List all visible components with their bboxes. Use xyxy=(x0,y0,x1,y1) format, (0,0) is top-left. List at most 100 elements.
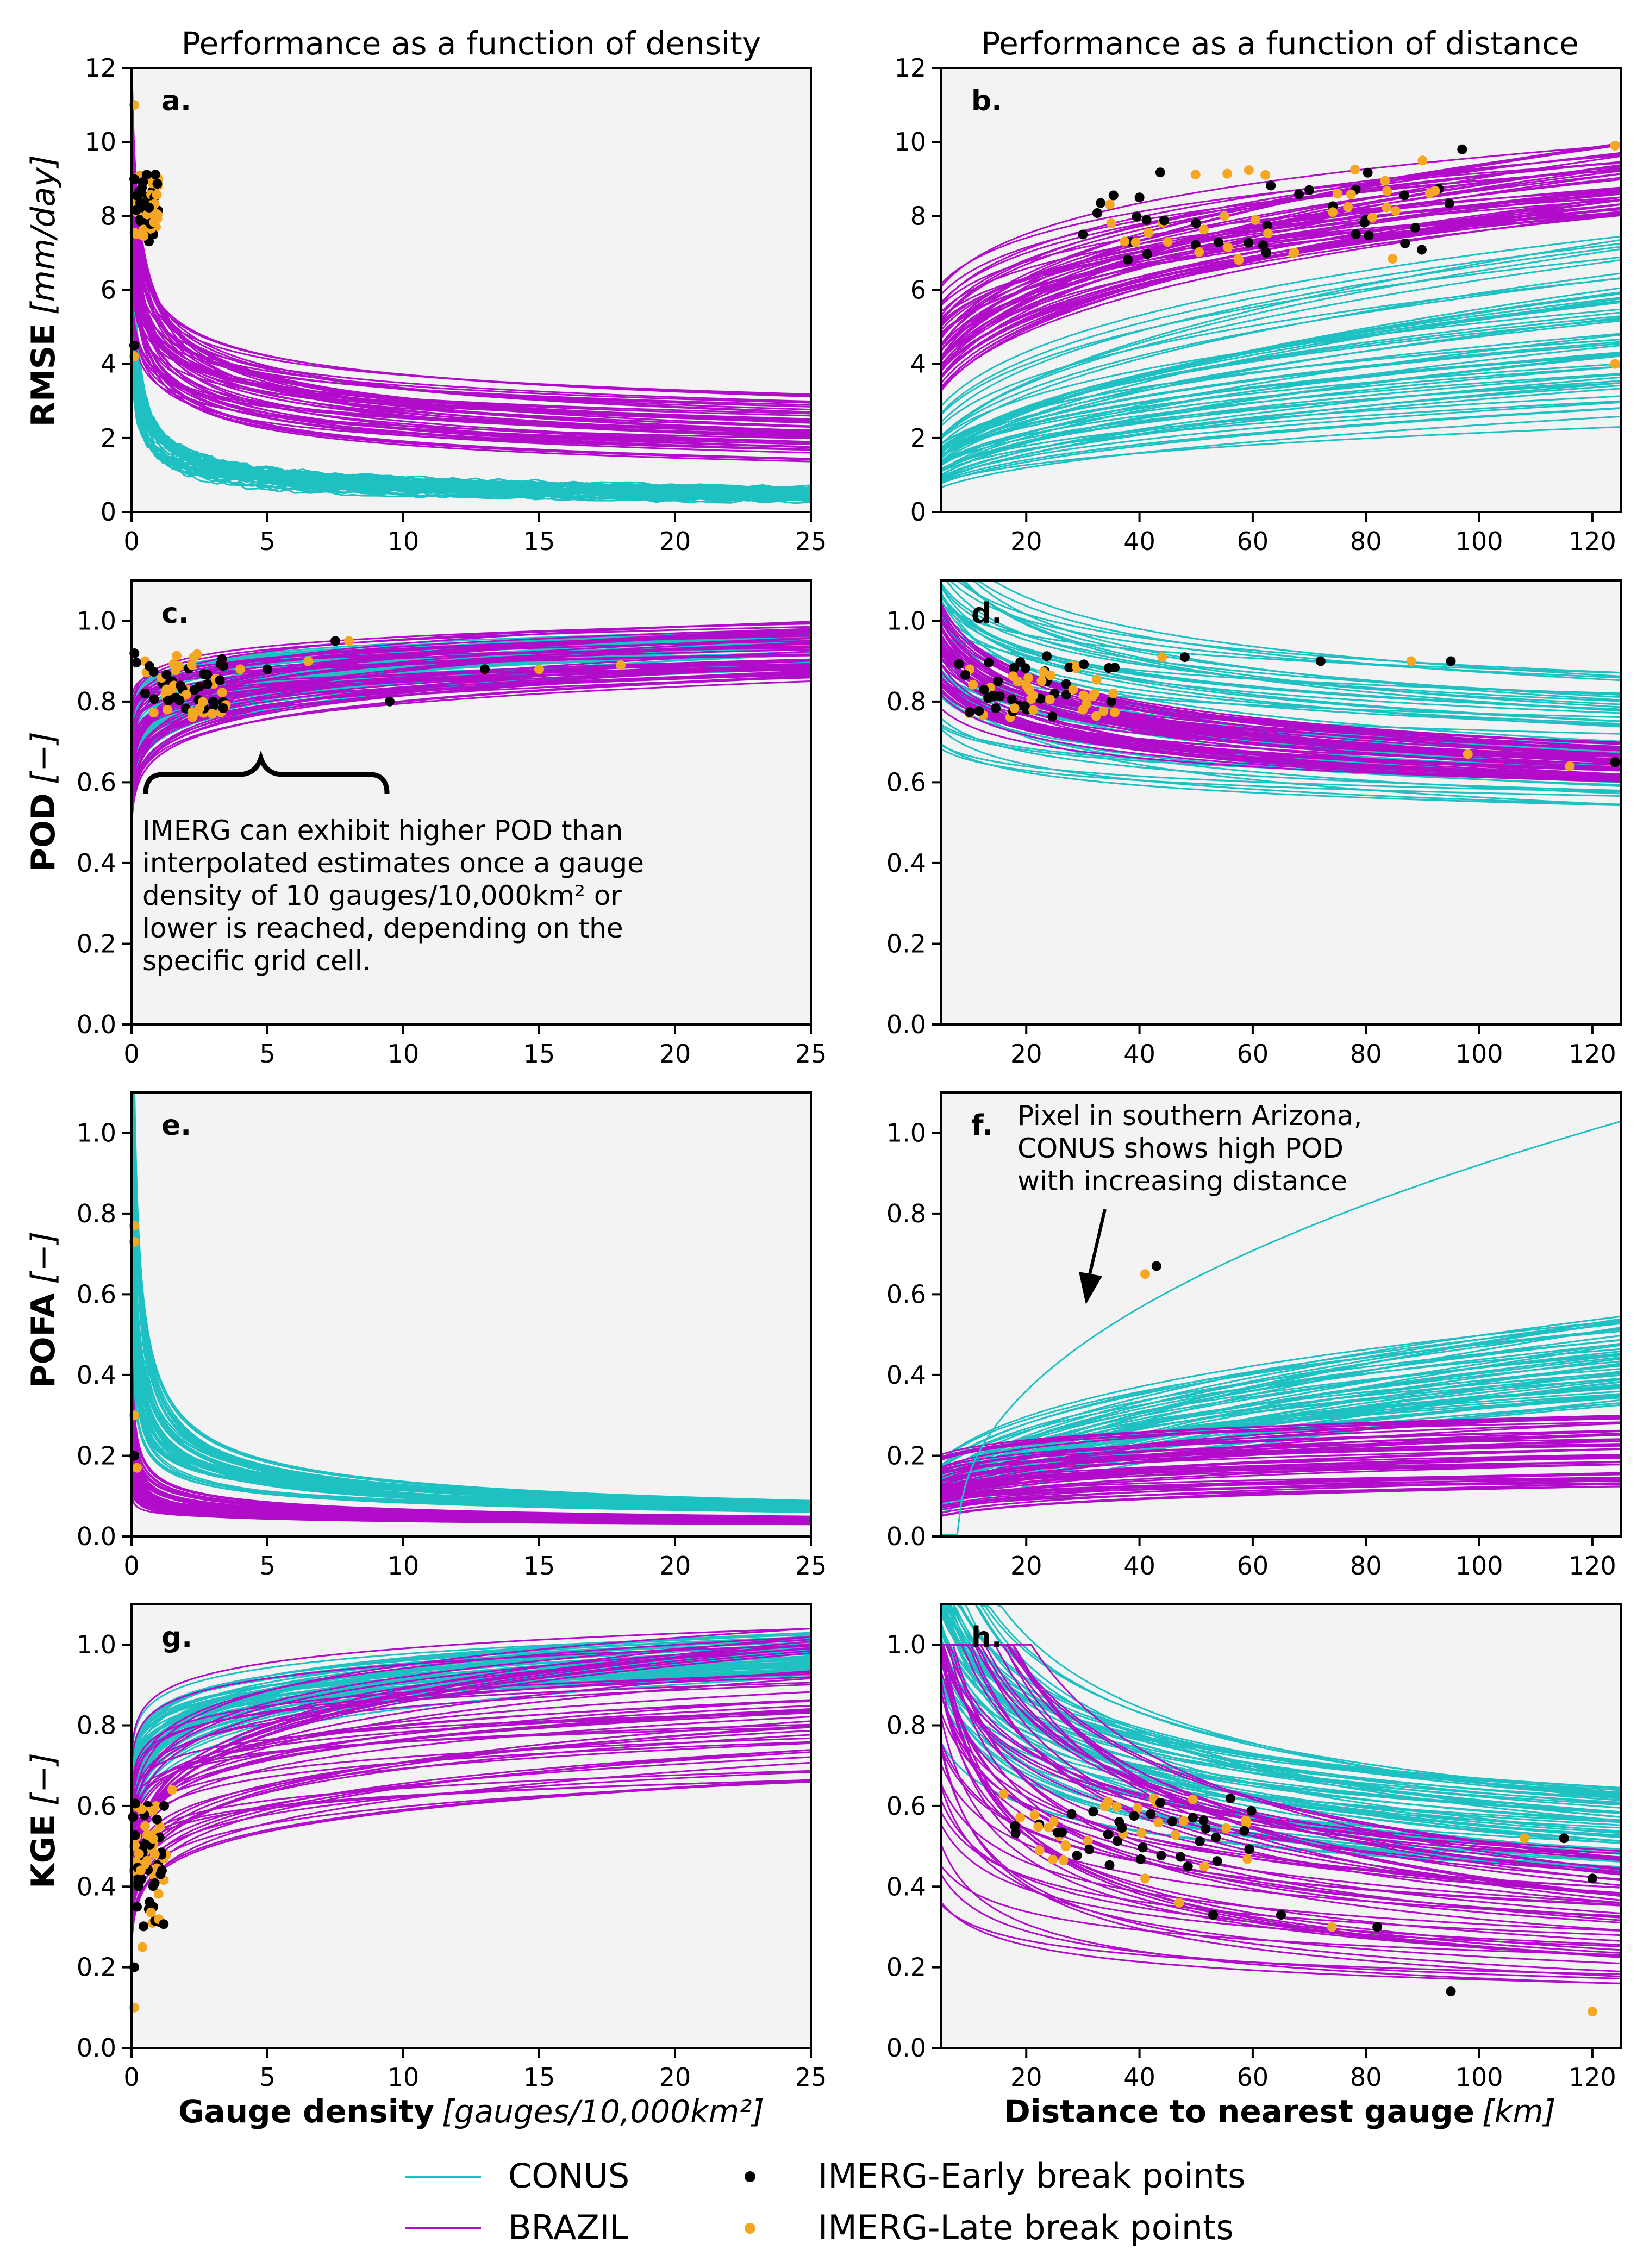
panel-d-letter: d. xyxy=(971,597,1002,630)
panel-a-late-cluster-point-58 xyxy=(152,209,163,220)
panels xyxy=(132,68,1621,2048)
panel-a-early-cluster-point-59 xyxy=(144,202,154,213)
panel-h-late-cluster-point-54 xyxy=(1179,1816,1189,1826)
panel-d-brazil-curve-26 xyxy=(940,603,1621,757)
panel-a-late-cluster-point-42 xyxy=(131,229,141,239)
panel-h-early-cluster-point-59 xyxy=(1117,1823,1127,1833)
panel-h-early-point-3 xyxy=(1208,1910,1218,1920)
panel-h-conus-curve-19 xyxy=(940,1604,1621,1842)
panel-b-late-cluster-point-8 xyxy=(1367,213,1377,223)
panel-h-xtick-label-1: 40 xyxy=(1123,2063,1155,2092)
panel-b-conus-curve-43 xyxy=(941,345,1621,472)
panel-d-conus-curve-1 xyxy=(941,745,1621,792)
panel-g-late-cluster-point-32 xyxy=(153,1889,164,1899)
panel-a-brazil-curve-52 xyxy=(131,276,812,415)
annotation-c-line-2: interpolated estimates once a gauge xyxy=(142,847,644,879)
panel-e-brazil-curve-52 xyxy=(131,1457,812,1519)
panel-h-early-cluster-point-51 xyxy=(1201,1823,1211,1834)
annotation-c-brace xyxy=(143,750,390,794)
panel-h-late-cluster-point-50 xyxy=(1048,1816,1059,1827)
panel-e-xtick-label-5: 25 xyxy=(795,1551,827,1580)
panel-h-late-cluster-point-16 xyxy=(1133,1803,1143,1813)
panel-a-ytick-label-5: 10 xyxy=(84,127,116,157)
panel-h-early-point-1 xyxy=(1066,1809,1077,1819)
panel-h-brazil-curve-41 xyxy=(940,1824,1621,1947)
panel-e-xtick-label-1: 5 xyxy=(259,1551,275,1580)
panel-c-brazil-curve-47 xyxy=(131,626,812,711)
panel-h-late-cluster-point-32 xyxy=(1199,1861,1209,1872)
panel-h-early-cluster-point-3 xyxy=(1167,1816,1177,1827)
panel-h-brazil-curve-12 xyxy=(941,1644,1621,1904)
panel-d-late-point-3 xyxy=(1157,652,1167,663)
panel-h-early-cluster-point-43 xyxy=(1104,1860,1115,1870)
panel-b-conus-curve-9 xyxy=(940,277,1621,439)
panel-h-brazil-curve-21 xyxy=(941,1644,1621,1869)
panel-c-brazil-curve-33 xyxy=(131,648,812,735)
panel-b-late-point-2 xyxy=(1219,211,1229,221)
panel-f-brazil-curve-54 xyxy=(941,1473,1621,1498)
panel-d-late-point-4 xyxy=(1406,656,1416,666)
panel-c-late-cluster-point-24 xyxy=(163,704,172,715)
panel-d-early-cluster-point-43 xyxy=(984,658,994,668)
panel-d-early-cluster-point-11 xyxy=(1042,651,1052,661)
panel-a-ytick-label-4: 8 xyxy=(101,201,116,230)
panel-e-ytick-label-1: 0.2 xyxy=(77,1441,116,1470)
panel-h-early-cluster-point-9 xyxy=(1103,1829,1113,1840)
panel-c-late-point-4 xyxy=(344,636,354,646)
panel-h-late-cluster-point-24 xyxy=(1170,1830,1180,1840)
panel-d-late-cluster-point-20 xyxy=(1082,699,1091,709)
panel-f-conus-curve-53 xyxy=(941,1319,1621,1481)
panel-d-conus-curve-37 xyxy=(940,594,1621,710)
panel-h-xtick-label-4: 100 xyxy=(1455,2063,1503,2092)
panel-b-late-point-6 xyxy=(1610,359,1620,369)
panel-c-xtick-label-1: 5 xyxy=(259,1039,275,1069)
panel-f-brazil-curve-53 xyxy=(941,1415,1621,1469)
panel-b-early-cluster-point-29 xyxy=(1155,167,1165,178)
panel-a-early-cluster-point-47 xyxy=(150,170,160,180)
panel-e-ytick-label-2: 0.4 xyxy=(77,1360,116,1390)
panel-d-brazil-curve-51 xyxy=(940,635,1621,776)
panel-c-ytick-label-5: 1.0 xyxy=(77,606,116,635)
panel-a-xtick-label-1: 5 xyxy=(259,527,275,556)
panel-h-brazil-curve-19 xyxy=(940,1865,1621,1956)
panel-c-brazil-curve-30 xyxy=(131,666,812,786)
panel-d-late-cluster-point-50 xyxy=(1078,690,1089,701)
x-label-density: Gauge density [gauges/10,000km²] xyxy=(178,2093,764,2130)
panel-g-late-point-2 xyxy=(138,1942,147,1952)
panel-h-early-cluster-point-25 xyxy=(1088,1807,1098,1817)
panel-e-ytick-label-4: 0.8 xyxy=(77,1199,116,1228)
panel-b-conus-curve-54 xyxy=(941,341,1621,456)
panel-c-brazil-curve-36 xyxy=(131,647,812,697)
panel-d-early-cluster-point-29 xyxy=(1061,679,1071,689)
panel-d-late-point-6 xyxy=(1565,761,1575,771)
panel-c-brazil-curve-43 xyxy=(131,633,812,738)
panel-c-early-point-0 xyxy=(140,689,150,698)
panel-f-brazil-curve-48 xyxy=(941,1477,1621,1511)
panel-d-ytick-label-0: 0.0 xyxy=(886,1010,926,1039)
panel-d-conus-curve-16 xyxy=(941,603,1621,674)
panel-g-brazil-curve-51 xyxy=(131,1644,812,1763)
panel-f-brazil-curve-40 xyxy=(941,1445,1621,1474)
annotation-c-line-4: lower is reached, depending on the xyxy=(142,913,623,944)
panel-c-brazil-curve-19 xyxy=(131,631,812,782)
panel-e-xtick-label-3: 15 xyxy=(523,1551,555,1580)
panel-c-brazil-curve-54 xyxy=(131,642,812,769)
panel-h-ytick-label-4: 0.8 xyxy=(886,1711,926,1740)
panel-b-early-cluster-point-55 xyxy=(1266,180,1276,191)
panel-b-late-cluster-point-10 xyxy=(1260,170,1271,180)
panel-b-late-cluster-point-24 xyxy=(1144,228,1154,238)
panel-h-early-cluster-point-33 xyxy=(1211,1832,1221,1842)
panel-d-early-cluster-point-47 xyxy=(974,706,984,716)
panel-d-early-point-5 xyxy=(1446,656,1456,666)
panel-b-early-cluster-point-35 xyxy=(1142,249,1152,259)
panel-b-early-cluster-point-21 xyxy=(1096,198,1106,208)
panel-b-early-cluster-point-27 xyxy=(1364,230,1374,241)
panel-a-conus-curve-54 xyxy=(131,321,812,491)
panel-g-brazil-curve-48 xyxy=(131,1723,812,1827)
panel-b-conus-curve-42 xyxy=(941,320,1621,458)
panel-d-late-cluster-point-46 xyxy=(968,679,978,690)
panel-a-conus-curve-51 xyxy=(131,227,812,495)
svg-text:POD[−]: POD [−] xyxy=(24,732,63,872)
panel-a-ytick-label-3: 6 xyxy=(101,276,116,305)
point-layer xyxy=(128,100,1620,2017)
